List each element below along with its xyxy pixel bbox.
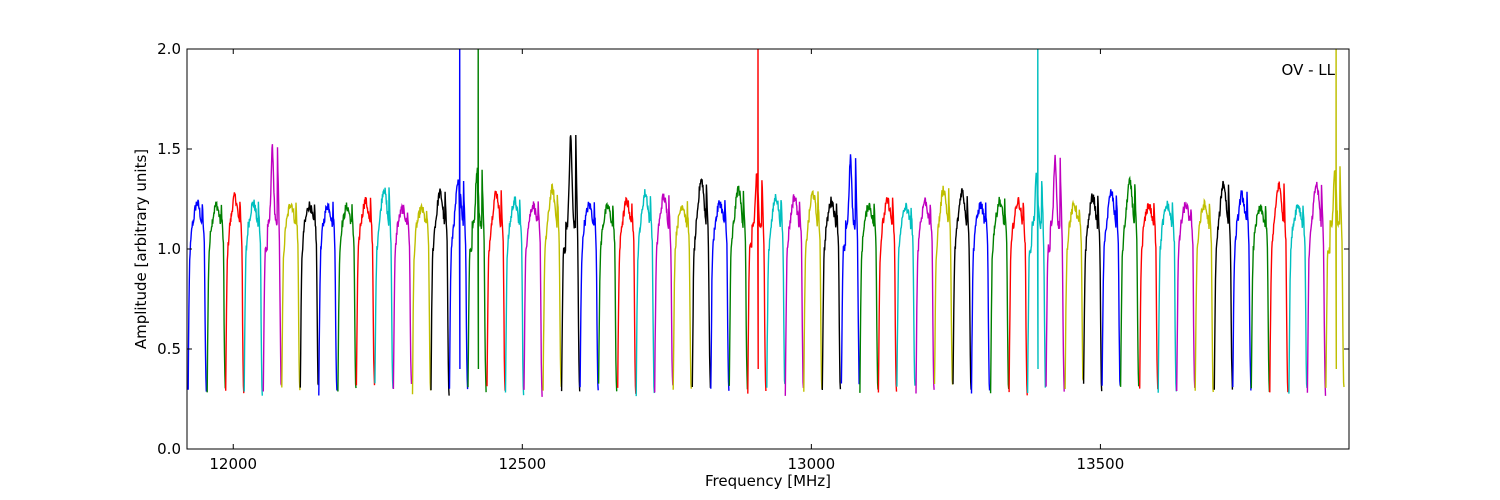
y-tick-label: 2.0 — [157, 40, 181, 58]
series-line-segment-52 — [1139, 203, 1159, 390]
series-line-segment-8 — [318, 201, 338, 396]
series-line-segment-13 — [411, 202, 432, 395]
series-line-segment-23 — [597, 202, 618, 392]
series-line-segment-31 — [747, 49, 767, 394]
series-line-segment-42 — [952, 188, 972, 390]
series-line-segment-25 — [635, 189, 655, 397]
series-line-segment-22 — [579, 201, 599, 391]
series-line-segment-20 — [542, 183, 562, 391]
x-axis-label: Frequency [MHz] — [705, 472, 831, 490]
series-line-segment-36 — [840, 154, 861, 385]
series-line-segment-34 — [803, 189, 823, 392]
series-line-segment-32 — [766, 194, 786, 388]
series-line-segment-5 — [262, 144, 283, 392]
series-line-segment-51 — [1119, 175, 1140, 387]
series-line-segment-18 — [504, 196, 525, 396]
chart-annotation: OV - LL — [1282, 61, 1336, 79]
series-line-segment-46 — [1026, 49, 1047, 394]
series-line-segment-26 — [654, 192, 674, 393]
series-line-segment-61 — [1306, 181, 1327, 396]
y-tick-label: 1.0 — [157, 240, 181, 258]
x-axis: 12000 12500 13000 13500 — [209, 49, 1124, 473]
y-axis-label: Amplitude [arbitrary units] — [132, 149, 150, 349]
series-line-segment-59 — [1269, 181, 1289, 393]
series-line-segment-29 — [710, 200, 730, 391]
series-line-segment-39 — [896, 202, 916, 387]
series-line-segment-55 — [1194, 197, 1214, 393]
series-line-segment-24 — [617, 196, 637, 394]
series-line-segment-9 — [337, 202, 357, 392]
series-line-segment-2 — [206, 200, 226, 393]
series-line-segment-45 — [1008, 196, 1028, 396]
series-line-segment-19 — [523, 201, 543, 397]
series-line-segment-21 — [560, 134, 581, 392]
series-line-segment-14 — [430, 188, 450, 396]
series-line-segment-54 — [1176, 201, 1196, 392]
series-line-segment-17 — [486, 190, 506, 391]
series-line-segment-48 — [1064, 199, 1084, 390]
series-line-segment-38 — [877, 197, 898, 393]
series-line-segment-60 — [1288, 204, 1308, 394]
series-line-segment-11 — [374, 187, 394, 389]
series-line-segment-10 — [355, 196, 376, 386]
series-line-segment-7 — [299, 201, 320, 388]
x-tick-label: 12000 — [209, 455, 257, 473]
series-line-segment-30 — [728, 185, 749, 390]
series-line-segment-49 — [1082, 193, 1103, 392]
series-line-segment-33 — [784, 194, 805, 396]
series-line-segment-27 — [672, 201, 692, 390]
series-line-segment-37 — [859, 202, 879, 393]
y-tick-label: 0.0 — [157, 440, 181, 458]
series-line-segment-12 — [392, 202, 413, 390]
x-tick-label: 12500 — [498, 455, 546, 473]
y-tick-label: 1.5 — [157, 140, 181, 158]
series-line-segment-6 — [281, 202, 301, 391]
series-line-segment-1 — [187, 199, 207, 392]
series-line-segment-56 — [1213, 180, 1234, 390]
series-line-segment-47 — [1045, 154, 1065, 392]
series-line-segment-35 — [821, 196, 842, 391]
series-line-segment-58 — [1250, 204, 1271, 393]
series-line-segment-4 — [243, 199, 263, 396]
series-line-segment-57 — [1232, 189, 1252, 391]
series-line-segment-53 — [1157, 200, 1177, 393]
series-line-segment-44 — [989, 196, 1010, 394]
series-line-segment-16 — [467, 49, 487, 393]
series-line-segment-40 — [915, 197, 935, 394]
series-line-segment-50 — [1101, 189, 1121, 386]
y-axis: 0.0 0.5 1.0 1.5 2.0 — [157, 40, 1349, 458]
series-line-segment-3 — [225, 192, 245, 394]
series-line-segment-28 — [691, 178, 712, 388]
series-layer — [187, 49, 1345, 397]
x-tick-label: 13500 — [1077, 455, 1125, 473]
y-tick-label: 0.5 — [157, 340, 181, 358]
series-line-segment-15 — [448, 49, 469, 390]
x-tick-label: 13000 — [787, 455, 835, 473]
series-line-segment-43 — [970, 201, 991, 394]
series-line-segment-41 — [933, 185, 954, 385]
series-line-segment-62 — [1325, 49, 1345, 388]
